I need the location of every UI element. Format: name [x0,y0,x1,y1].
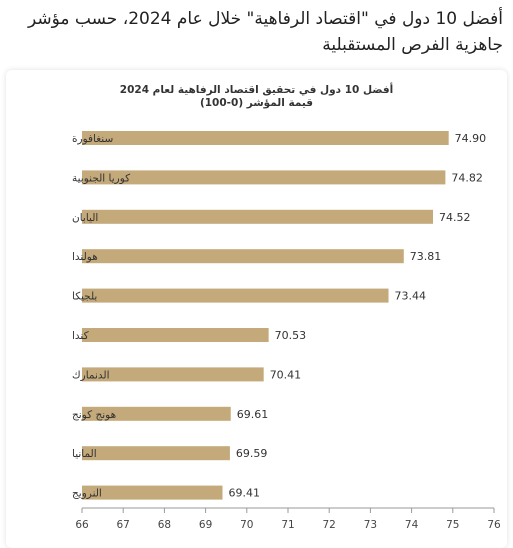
x-tick-label: 68 [158,519,171,531]
category-label: كندا [72,330,89,342]
data-label: 73.81 [410,250,442,263]
category-label: كوريا الجنوبية [72,172,130,184]
x-tick-label: 71 [281,519,294,531]
x-tick-label: 76 [487,519,501,531]
bar [82,209,434,224]
data-label: 73.44 [395,290,427,303]
category-label: بلجيكا [72,291,97,303]
chart-title: أفضل 10 دول في تحقيق اقتصاد الرفاهية لعا… [119,84,394,96]
x-tick-label: 67 [117,519,130,531]
bar [82,446,230,461]
data-label: 69.59 [236,447,268,460]
x-tick-label: 74 [405,519,419,531]
chart-card [6,70,507,548]
data-label: 74.52 [439,211,471,224]
bar [82,328,269,342]
category-label: هونج كونج [72,409,116,421]
x-tick-label: 69 [199,519,212,531]
category-label: النرويج [72,488,102,500]
bar [82,367,264,382]
category-label: هولندا [72,251,98,263]
data-label: 74.90 [455,132,487,145]
x-tick-label: 75 [446,519,459,531]
category-label: الدنمارك [72,369,110,381]
category-label: سنغافورة [72,133,113,145]
bar [82,406,231,421]
bar [82,288,389,303]
data-label: 70.41 [270,368,302,381]
x-tick-label: 73 [364,519,377,531]
data-label: 69.41 [228,487,260,500]
data-label: 69.61 [237,408,269,421]
bar [82,249,404,264]
bar [82,485,223,500]
x-tick-label: 70 [240,519,253,531]
x-tick-label: 66 [75,519,89,531]
x-tick-label: 72 [323,519,336,531]
data-label: 70.53 [275,329,307,342]
bar [82,170,446,185]
category-label: المانيا [72,448,97,460]
chart-subtitle: قيمة المؤشر (0-100) [199,97,314,109]
category-label: اليابان [72,212,98,224]
bar [82,131,449,145]
page-headline: أفضل 10 دول في "اقتصاد الرفاهية" خلال عا… [28,9,503,55]
data-label: 74.82 [451,171,483,184]
